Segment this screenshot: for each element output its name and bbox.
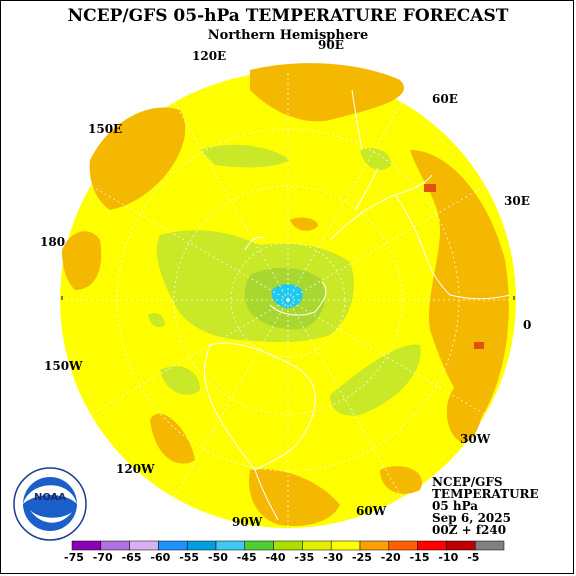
colorbar-swatch: [244, 540, 274, 551]
colorbar-swatch: [330, 540, 361, 551]
graticule: [60, 72, 516, 528]
colorbar-swatch: [359, 540, 390, 551]
colorbar-tick-label: -65: [121, 551, 142, 564]
colorbar-tick-label: -40: [265, 551, 286, 564]
lon-label-120e: 120E: [192, 49, 227, 63]
colorbar-tick-label: -25: [352, 551, 372, 564]
info-level: 05 hPa: [432, 499, 479, 513]
info-date: Sep 6, 2025: [432, 511, 511, 525]
colorbar-swatch: [273, 540, 303, 551]
colorbar-tick-label: -20: [380, 551, 401, 564]
colorbar-tick-label: -35: [294, 551, 315, 564]
colorbar: [71, 540, 505, 551]
info-run: 00Z + f240: [432, 523, 507, 537]
lon-label-120w: 120W: [116, 462, 155, 476]
colorbar-swatch: [446, 540, 476, 551]
noaa-logo: NOAA: [13, 467, 87, 541]
cold-core: [271, 284, 303, 308]
colorbar-swatch: [474, 540, 505, 551]
lon-label-30e: 30E: [504, 194, 530, 208]
coastlines: [204, 89, 511, 521]
colorbar-tick-label: -45: [236, 551, 257, 564]
info-variable: TEMPERATURE: [432, 487, 539, 501]
hot-spot: [474, 342, 484, 349]
colorbar-swatch: [129, 540, 159, 551]
colorbar-tick-label: -10: [438, 551, 459, 564]
forecast-info: NCEP/GFS TEMPERATURE 05 hPa Sep 6, 2025 …: [432, 476, 539, 536]
colorbar-swatch: [71, 540, 102, 551]
lon-label-60w: 60W: [356, 504, 387, 518]
info-model: NCEP/GFS: [432, 475, 503, 489]
colorbar-swatch: [417, 540, 447, 551]
lon-label-0: 0: [523, 318, 532, 332]
chart-title: NCEP/GFS 05-hPa TEMPERATURE FORECAST: [67, 6, 509, 26]
colorbar-tick-label: -15: [409, 551, 430, 564]
lon-label-180: 180: [40, 235, 66, 249]
colorbar-tick-label: -30: [323, 551, 344, 564]
colorbar-tick-label: -5: [467, 551, 480, 564]
rim-ticks: [61, 296, 515, 300]
colorbar-swatch: [158, 540, 188, 551]
colorbar-tick-label: -75: [64, 551, 84, 564]
colorbar-swatch: [388, 540, 418, 551]
lon-label-150e: 150E: [88, 122, 123, 136]
lon-label-30w: 30W: [460, 432, 491, 446]
colorbar-tick-label: -70: [92, 551, 113, 564]
lon-label-90w: 90W: [232, 515, 263, 529]
colorbar-swatch: [186, 540, 217, 551]
noaa-logo-text: NOAA: [34, 492, 66, 503]
colorbar-swatch: [302, 540, 332, 551]
hot-spot: [424, 184, 436, 192]
warm-region: [62, 63, 509, 526]
colorbar-swatch: [215, 540, 246, 551]
lon-label-60e: 60E: [432, 92, 458, 106]
lon-label-90e: 90E: [318, 38, 344, 52]
chart-subtitle: Northern Hemisphere: [207, 28, 369, 43]
colorbar-tick-label: -60: [150, 551, 171, 564]
colorbar-tick-label: -55: [179, 551, 200, 564]
colorbar-swatch: [100, 540, 130, 551]
colorbar-tick-label: -50: [208, 551, 228, 564]
lon-label-150w: 150W: [44, 359, 83, 373]
